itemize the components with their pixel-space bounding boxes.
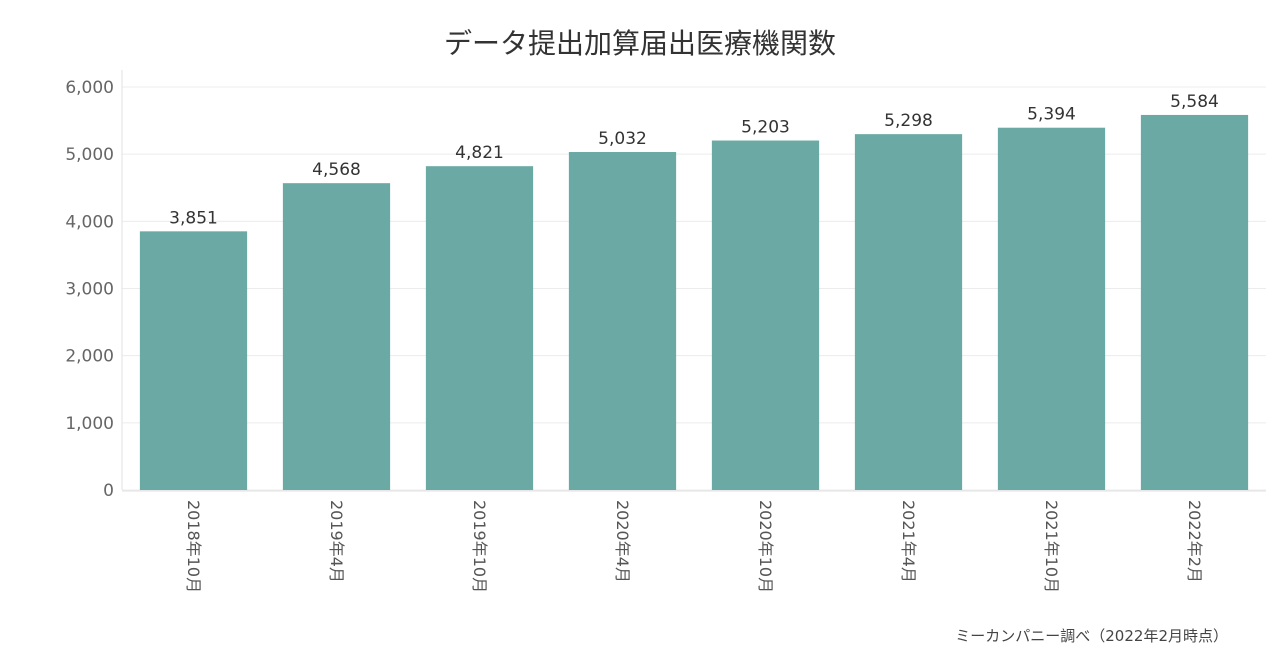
- data-label: 5,203: [741, 118, 790, 138]
- bar: [139, 231, 248, 490]
- data-label: 4,821: [455, 143, 504, 163]
- y-tick-label: 4,000: [65, 212, 114, 232]
- bar: [1140, 114, 1249, 490]
- y-tick-label: 2,000: [65, 347, 114, 367]
- data-label: 4,568: [312, 160, 361, 180]
- bar: [282, 183, 391, 490]
- data-label: 5,298: [884, 111, 933, 131]
- bar: [711, 140, 820, 490]
- x-tick-label: 2020年4月: [613, 500, 632, 583]
- bars: [139, 114, 1249, 490]
- y-tick-label: 5,000: [65, 145, 114, 165]
- x-axis: 2018年10月 2019年4月 2019年10月 2020年4月 2020年10月 20…: [122, 490, 1266, 593]
- y-tick-label: 3,000: [65, 280, 114, 300]
- x-tick-label: 2021年4月: [899, 500, 918, 583]
- value-labels: 3,851 4,568 4,821 5,032 5,203 5,298 5,394 5,584: [169, 92, 1219, 228]
- y-tick-label: 1,000: [65, 414, 114, 434]
- x-tick-label: 2019年10月: [470, 500, 489, 593]
- x-tick-label: 2022年2月: [1185, 500, 1204, 583]
- x-tick-label: 2021年10月: [1042, 500, 1061, 593]
- source-note: ミーカンパニー調べ（2022年2月時点）: [955, 627, 1228, 645]
- data-label: 3,851: [169, 208, 218, 228]
- bar: [568, 152, 677, 490]
- x-tick-label: 2018年10月: [184, 500, 203, 593]
- y-tick-label: 0: [103, 481, 114, 501]
- bar: [425, 166, 534, 490]
- data-label: 5,584: [1170, 92, 1219, 112]
- x-tick-label: 2020年10月: [756, 500, 775, 593]
- x-tick-label: 2019年4月: [327, 500, 346, 583]
- chart-title: データ提出加算届出医療機関数: [443, 27, 836, 60]
- y-tick-label: 6,000: [65, 78, 114, 98]
- y-axis: 0 1,000 2,000 3,000 4,000 5,000 6,000: [65, 70, 123, 501]
- data-label: 5,394: [1027, 105, 1076, 125]
- bar: [997, 127, 1106, 490]
- data-label: 5,032: [598, 129, 647, 149]
- bar: [854, 134, 963, 490]
